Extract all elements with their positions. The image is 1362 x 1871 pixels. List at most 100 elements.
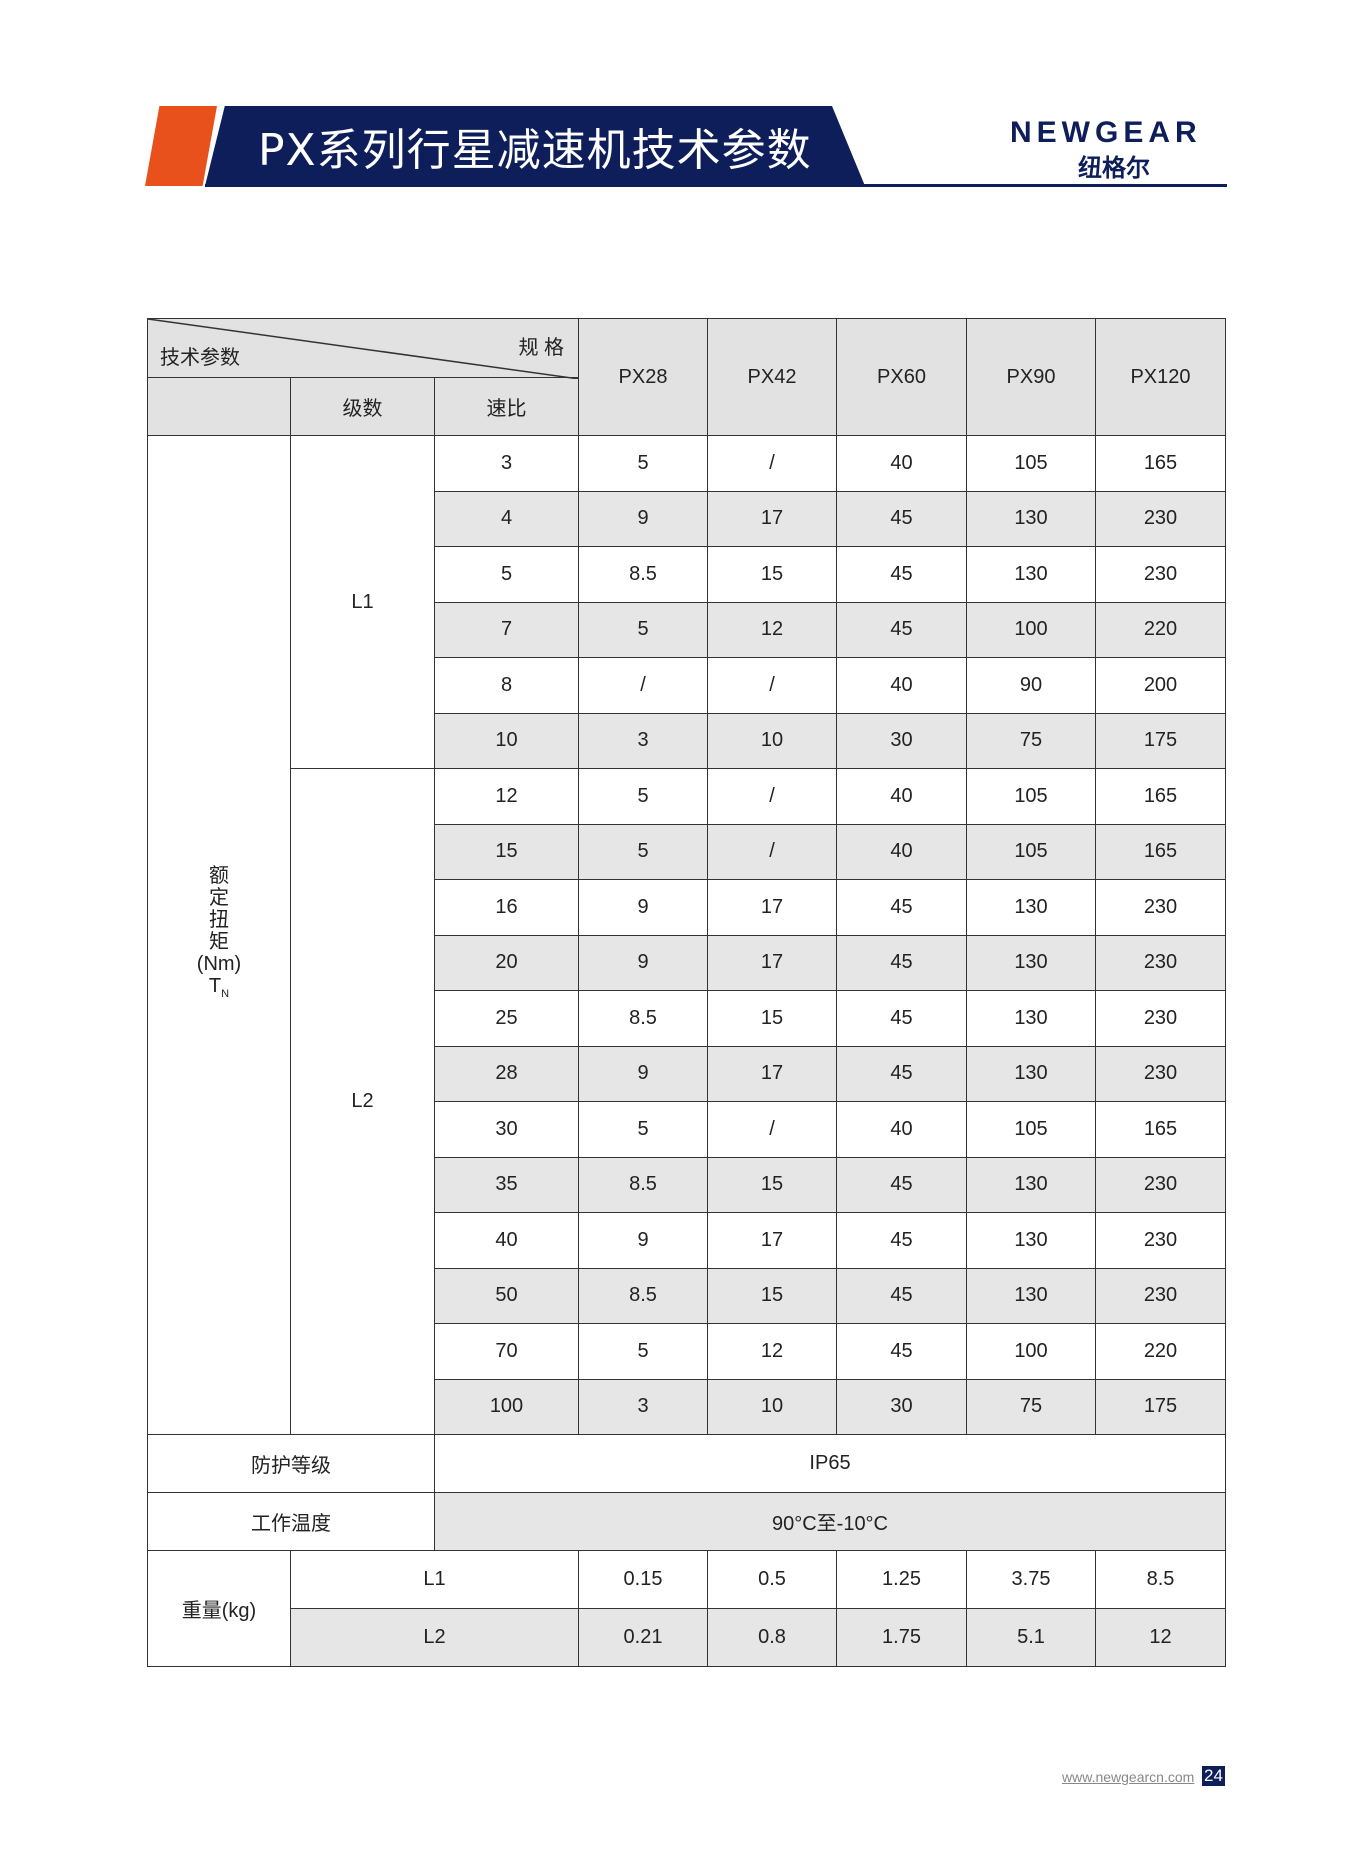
corner-left-label: 技术参数 xyxy=(160,347,240,369)
model-header: PX90 xyxy=(966,318,1096,436)
torque-value-cell: 40 xyxy=(836,823,967,880)
ratio-cell: 16 xyxy=(434,879,579,936)
torque-value-cell: 175 xyxy=(1095,712,1226,769)
table-row: 额定扭矩 (Nm) TN L1 3 5/40 105 165 xyxy=(147,435,1226,1435)
ratio-cell: 10 xyxy=(434,712,579,769)
corner-right-label: 规 格 xyxy=(518,337,564,359)
orange-accent xyxy=(145,106,217,186)
torque-label-cell: 额定扭矩 (Nm) TN xyxy=(147,435,291,1435)
torque-value-cell: 230 xyxy=(1095,934,1226,991)
torque-value-cell: 40 xyxy=(836,435,967,492)
torque-value-cell: 130 xyxy=(966,990,1096,1047)
torque-subscript: N xyxy=(221,988,230,1000)
weight-stage-cell: L1 xyxy=(290,1550,579,1609)
torque-value-cell: 45 xyxy=(836,1045,967,1102)
torque-value-cell: 10 xyxy=(707,1378,837,1435)
torque-value-cell: 130 xyxy=(966,490,1096,547)
table-row: 40 9 17 45 130 230 xyxy=(148,1212,1226,1269)
torque-value-cell: 30 xyxy=(836,1378,967,1435)
table-row: 4 9 17 45 130 230 xyxy=(148,490,1226,547)
torque-value-cell: 15 xyxy=(707,546,837,603)
torque-label-part: 额 xyxy=(209,865,229,887)
torque-value-cell: 9 xyxy=(578,879,708,936)
ratio-cell: 5 xyxy=(434,546,579,603)
model-header: PX28 xyxy=(578,318,708,436)
torque-value-cell: 8.5 xyxy=(578,990,708,1047)
torque-value-cell: 45 xyxy=(836,546,967,603)
torque-label-part: 定 xyxy=(209,887,229,909)
weight-value-cell: 0.15 xyxy=(578,1550,708,1609)
torque-value-cell: 230 xyxy=(1095,546,1226,603)
ratio-cell: 15 xyxy=(434,823,579,880)
torque-value-cell: 17 xyxy=(707,1045,837,1102)
torque-value-cell: 165 xyxy=(1095,1101,1226,1158)
weight-stage-cell: L2 xyxy=(290,1608,579,1667)
torque-value-cell: 5 xyxy=(578,1101,708,1158)
torque-value-cell: 220 xyxy=(1095,1323,1226,1380)
logo-cn-text: 纽格尔 xyxy=(1078,155,1150,182)
ratio-cell: 20 xyxy=(434,934,579,991)
torque-value-cell: 15 xyxy=(707,1156,837,1213)
website-link[interactable]: www.newgearcn.com xyxy=(1062,1769,1195,1785)
weight-value-cell: 0.21 xyxy=(578,1608,708,1667)
weight-label: 重量(kg) xyxy=(147,1550,291,1667)
torque-value-cell: 165 xyxy=(1095,823,1226,880)
table-row: L2 0.21 0.8 1.75 5.1 12 xyxy=(148,1608,1226,1667)
torque-value-cell: 230 xyxy=(1095,879,1226,936)
torque-value-cell: 100 xyxy=(966,1323,1096,1380)
stage-header: 级数 xyxy=(290,377,435,436)
ratio-cell: 50 xyxy=(434,1267,579,1324)
table-row: 100 3 10 30 75 175 xyxy=(148,1378,1226,1435)
torque-value-cell: 17 xyxy=(707,879,837,936)
torque-value-cell: 5 xyxy=(578,1323,708,1380)
torque-value-cell: 220 xyxy=(1095,601,1226,658)
table-row: L2 12 5/40 105 165 xyxy=(148,768,1226,1435)
table-row: 16 9 17 45 130 230 xyxy=(148,879,1226,936)
torque-label-part: 矩 xyxy=(209,931,229,953)
header-divider xyxy=(205,184,1227,187)
model-header: PX42 xyxy=(707,318,837,436)
weight-value-cell: 0.8 xyxy=(707,1608,837,1667)
torque-value-cell: 17 xyxy=(707,1212,837,1269)
torque-value-cell: 165 xyxy=(1095,768,1226,825)
torque-value-cell: 9 xyxy=(578,1212,708,1269)
torque-value-cell: 5 xyxy=(578,601,708,658)
weight-value-cell: 1.25 xyxy=(836,1550,967,1609)
torque-value-cell: 130 xyxy=(966,1045,1096,1102)
torque-value-cell: 40 xyxy=(836,1101,967,1158)
torque-value-cell: 130 xyxy=(966,1156,1096,1213)
torque-value-cell: 230 xyxy=(1095,990,1226,1047)
torque-value-cell: 230 xyxy=(1095,490,1226,547)
torque-value-cell: / xyxy=(707,768,837,825)
table-row: 30 5/40 105 165 xyxy=(148,1101,1226,1158)
torque-value-cell: 8.5 xyxy=(578,1267,708,1324)
torque-value-cell: 9 xyxy=(578,934,708,991)
protection-label: 防护等级 xyxy=(147,1434,435,1493)
torque-value-cell: 5 xyxy=(578,768,708,825)
spec-table: 技术参数 规 格 PX28 PX42 PX60 PX90 PX120 级数 速比… xyxy=(147,318,1226,1667)
torque-value-cell: 130 xyxy=(966,546,1096,603)
torque-value-cell: 17 xyxy=(707,934,837,991)
blank-header xyxy=(147,377,291,436)
torque-value-cell: 45 xyxy=(836,490,967,547)
torque-value-cell: 40 xyxy=(836,768,967,825)
torque-value-cell: / xyxy=(578,657,708,714)
torque-value-cell: 230 xyxy=(1095,1156,1226,1213)
torque-value-cell: 105 xyxy=(966,435,1096,492)
weight-value-cell: 12 xyxy=(1095,1608,1226,1667)
torque-value-cell: 45 xyxy=(836,934,967,991)
torque-value-cell: 90 xyxy=(966,657,1096,714)
torque-value-cell: / xyxy=(707,657,837,714)
table-row: 20 9 17 45 130 230 xyxy=(148,934,1226,991)
torque-value-cell: 105 xyxy=(966,823,1096,880)
torque-value-cell: 45 xyxy=(836,1323,967,1380)
torque-value-cell: 8.5 xyxy=(578,546,708,603)
torque-value-cell: 45 xyxy=(836,1212,967,1269)
ratio-cell: 25 xyxy=(434,990,579,1047)
ratio-header: 速比 xyxy=(434,377,579,436)
ratio-cell: 70 xyxy=(434,1323,579,1380)
corner-header-cell: 技术参数 规 格 xyxy=(147,318,579,379)
torque-value-cell: 15 xyxy=(707,1267,837,1324)
torque-value-cell: 175 xyxy=(1095,1378,1226,1435)
